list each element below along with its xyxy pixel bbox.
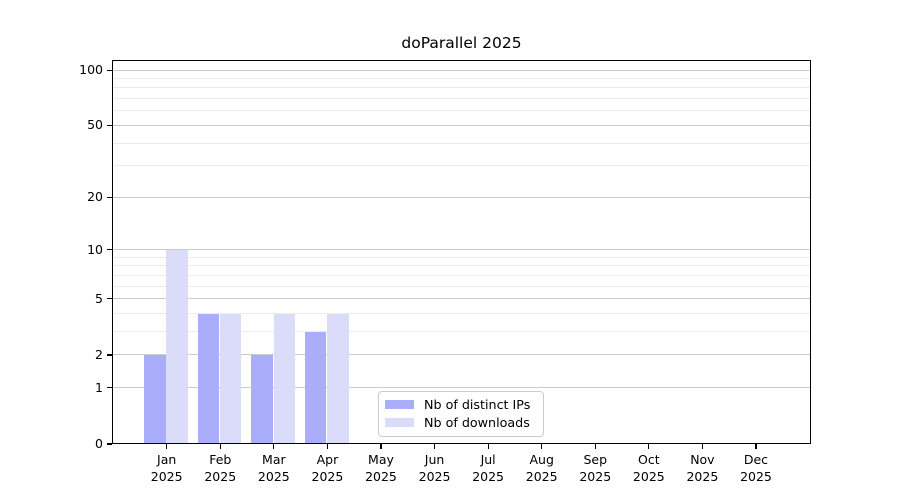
minor-gridline <box>112 285 811 287</box>
minor-gridline <box>112 98 811 100</box>
bar-downloads <box>273 313 296 444</box>
y-tick-label: 5 <box>95 290 103 306</box>
legend-swatch <box>385 417 414 428</box>
major-gridline <box>112 387 811 389</box>
legend-item: Nb of distinct IPs <box>379 397 543 412</box>
major-gridline <box>112 298 811 300</box>
major-gridline <box>112 124 811 126</box>
minor-gridline <box>112 165 811 167</box>
y-tick-label: 50 <box>87 117 103 133</box>
minor-gridline <box>112 110 811 112</box>
legend-item: Nb of downloads <box>379 415 543 430</box>
major-gridline <box>112 249 811 251</box>
x-tick-mark <box>433 444 436 449</box>
x-tick-mark <box>755 444 757 449</box>
x-tick-label: May 2025 <box>365 452 397 484</box>
x-tick-mark <box>701 444 703 449</box>
y-tick-label: 0 <box>95 436 103 451</box>
y-tick-label: 2 <box>95 346 103 362</box>
y-tick-mark <box>106 298 112 300</box>
y-tick-mark <box>106 387 112 389</box>
major-gridline <box>112 354 811 356</box>
x-tick-label: Oct 2025 <box>632 452 665 484</box>
x-tick-label: Feb 2025 <box>204 452 237 484</box>
bar-downloads <box>219 313 242 444</box>
minor-gridline <box>112 275 811 277</box>
x-tick-label: Jun 2025 <box>418 452 451 484</box>
y-tick-mark <box>106 443 112 445</box>
x-tick-label: Jul 2025 <box>472 452 505 484</box>
bar-downloads <box>327 313 349 444</box>
x-tick-label: Jan 2025 <box>150 452 183 484</box>
legend-label: Nb of downloads <box>424 415 530 430</box>
x-tick-mark <box>326 444 328 449</box>
x-tick-label: Aug 2025 <box>525 452 558 484</box>
minor-gridline <box>112 331 811 333</box>
x-tick-label: Nov 2025 <box>686 452 719 484</box>
y-tick-mark <box>106 354 112 356</box>
minor-gridline <box>112 78 811 80</box>
y-tick-label: 10 <box>87 241 103 257</box>
x-tick-label: Apr 2025 <box>311 452 344 484</box>
minor-gridline <box>112 87 811 89</box>
bar-distinct-ips <box>251 354 273 444</box>
legend-label: Nb of distinct IPs <box>424 397 531 412</box>
plot-area <box>112 59 811 444</box>
x-tick-mark <box>219 444 221 449</box>
bar-distinct-ips <box>197 313 220 444</box>
minor-gridline <box>112 313 811 315</box>
x-tick-mark <box>594 444 596 449</box>
y-tick-label: 100 <box>79 62 103 78</box>
x-tick-label: Mar 2025 <box>257 452 290 484</box>
bar-distinct-ips <box>304 331 327 444</box>
bar-downloads <box>166 249 188 444</box>
x-tick-mark <box>487 444 489 449</box>
y-tick-mark <box>106 69 112 71</box>
y-tick-mark <box>106 196 112 198</box>
major-gridline <box>112 196 811 198</box>
legend-swatch <box>385 399 414 410</box>
x-tick-mark <box>273 444 275 449</box>
bar-distinct-ips <box>144 354 166 444</box>
x-tick-mark <box>380 444 382 449</box>
y-tick-mark <box>106 124 112 127</box>
y-tick-mark <box>106 249 112 251</box>
x-tick-label: Dec 2025 <box>740 452 772 484</box>
x-tick-mark <box>541 444 543 449</box>
major-gridline <box>112 69 811 71</box>
x-tick-mark <box>166 444 168 449</box>
y-tick-label: 1 <box>95 379 103 395</box>
x-tick-mark <box>648 444 650 449</box>
minor-gridline <box>112 265 811 267</box>
minor-gridline <box>112 256 811 258</box>
x-tick-label: Sep 2025 <box>579 452 612 484</box>
legend: Nb of distinct IPs Nb of downloads <box>378 390 544 437</box>
minor-gridline <box>112 142 811 144</box>
y-tick-label: 20 <box>87 189 103 205</box>
chart-title: doParallel 2025 <box>401 34 522 52</box>
